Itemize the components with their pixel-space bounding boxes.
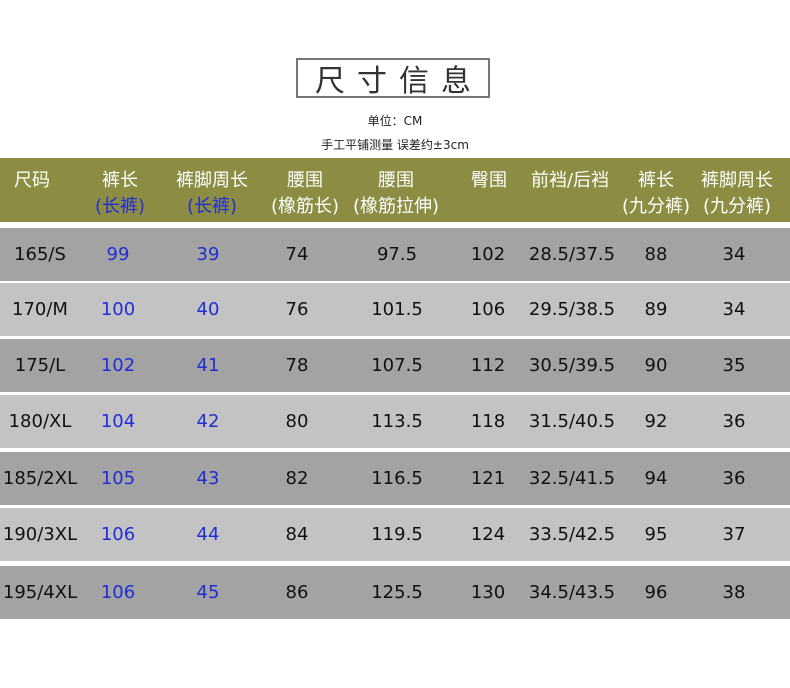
column-header: 腰围 (橡筋长) bbox=[255, 168, 355, 220]
measurement-cell: 92 bbox=[644, 411, 668, 432]
measurement-cell: 95 bbox=[644, 524, 668, 545]
table-row: 170/M 100 40 76 101.5 106 29.5/38.5 89 34 bbox=[0, 283, 790, 336]
column-header-subtitle: (长裤) bbox=[186, 196, 238, 217]
column-header-title: 裤长 bbox=[638, 170, 674, 191]
measurement-cell: 35 bbox=[722, 355, 746, 376]
column-header-title: 尺码 bbox=[14, 170, 50, 191]
measurement-cell: 94 bbox=[644, 468, 668, 489]
measurement-cell: 113.5 bbox=[371, 411, 423, 432]
measurement-cell: 45 bbox=[196, 582, 220, 603]
measurement-cell: 89 bbox=[644, 299, 668, 320]
measurement-cell: 97.5 bbox=[376, 244, 418, 265]
measurement-cell: 112 bbox=[470, 355, 506, 376]
column-header: 裤脚周长 (九分裤) bbox=[687, 168, 787, 220]
measurement-cell: 88 bbox=[644, 244, 668, 265]
measurement-cell: 36 bbox=[722, 411, 746, 432]
measurement-cell: 29.5/38.5 bbox=[528, 299, 616, 320]
measurement-cell: 42 bbox=[196, 411, 220, 432]
table-row: 175/L 102 41 78 107.5 112 30.5/39.5 90 35 bbox=[0, 339, 790, 392]
measurement-cell: 90 bbox=[644, 355, 668, 376]
measurement-cell: 28.5/37.5 bbox=[528, 244, 616, 265]
measurement-cell: 33.5/42.5 bbox=[528, 524, 616, 545]
column-header: 裤长 (长裤) bbox=[70, 168, 170, 220]
measurement-cell: 118 bbox=[470, 411, 506, 432]
column-header-title: 裤脚周长 bbox=[701, 170, 773, 191]
column-header-title: 裤长 bbox=[102, 170, 138, 191]
measurement-cell: 38 bbox=[722, 582, 746, 603]
size-cell: 190/3XL bbox=[2, 524, 78, 545]
table-row: 195/4XL 106 45 86 125.5 130 34.5/43.5 96 38 bbox=[0, 566, 790, 619]
column-header: 裤脚周长 (长裤) bbox=[162, 168, 262, 220]
measurement-cell: 78 bbox=[285, 355, 309, 376]
size-cell: 195/4XL bbox=[2, 582, 78, 603]
measurement-cell: 34 bbox=[722, 244, 746, 265]
measurement-note: 手工平铺测量 误差约±3cm bbox=[321, 138, 469, 152]
measurement-cell: 101.5 bbox=[371, 299, 423, 320]
measurement-cell: 82 bbox=[285, 468, 309, 489]
measurement-cell: 80 bbox=[285, 411, 309, 432]
column-header: 尺码 bbox=[0, 168, 82, 194]
measurement-cell: 34.5/43.5 bbox=[528, 582, 616, 603]
unit-label: 单位：CM bbox=[367, 114, 423, 128]
table-header: 尺码 裤长 (长裤) 裤脚周长 (长裤) 腰围 (橡筋长) 腰围 (橡筋拉伸) 臀围 前裆/后裆 裤长… bbox=[0, 158, 790, 222]
measurement-cell: 105 bbox=[100, 468, 136, 489]
column-header-subtitle: (九分裤) bbox=[621, 196, 691, 217]
measurement-cell: 39 bbox=[196, 244, 220, 265]
measurement-cell: 86 bbox=[285, 582, 309, 603]
measurement-cell: 125.5 bbox=[371, 582, 423, 603]
size-cell: 180/XL bbox=[8, 411, 72, 432]
measurement-cell: 106 bbox=[100, 582, 136, 603]
size-cell: 165/S bbox=[14, 244, 66, 265]
column-header-title: 腰围 bbox=[378, 170, 414, 191]
measurement-cell: 31.5/40.5 bbox=[528, 411, 616, 432]
size-cell: 185/2XL bbox=[2, 468, 78, 489]
column-header: 腰围 (橡筋拉伸) bbox=[346, 168, 446, 220]
measurement-cell: 84 bbox=[285, 524, 309, 545]
column-header-title: 腰围 bbox=[287, 170, 323, 191]
measurement-cell: 37 bbox=[722, 524, 746, 545]
page-title: 尺寸信息 bbox=[296, 58, 490, 99]
measurement-cell: 76 bbox=[285, 299, 309, 320]
size-cell: 175/L bbox=[14, 355, 66, 376]
column-header-title: 臀围 bbox=[471, 170, 507, 191]
measurement-cell: 30.5/39.5 bbox=[528, 355, 616, 376]
measurement-cell: 32.5/41.5 bbox=[528, 468, 616, 489]
measurement-cell: 102 bbox=[470, 244, 506, 265]
measurement-cell: 74 bbox=[285, 244, 309, 265]
measurement-cell: 104 bbox=[100, 411, 136, 432]
measurement-cell: 130 bbox=[470, 582, 506, 603]
column-header: 前裆/后裆 bbox=[520, 168, 620, 194]
column-header: 裤长 (九分裤) bbox=[606, 168, 706, 220]
measurement-cell: 102 bbox=[100, 355, 136, 376]
table-row: 165/S 99 39 74 97.5 102 28.5/37.5 88 34 bbox=[0, 228, 790, 281]
column-header-subtitle: (长裤) bbox=[94, 196, 146, 217]
column-header-subtitle: (橡筋长) bbox=[270, 196, 340, 217]
measurement-cell: 34 bbox=[722, 299, 746, 320]
measurement-cell: 119.5 bbox=[371, 524, 423, 545]
size-cell: 170/M bbox=[12, 299, 68, 320]
measurement-cell: 36 bbox=[722, 468, 746, 489]
measurement-cell: 116.5 bbox=[371, 468, 423, 489]
column-header-title: 裤脚周长 bbox=[176, 170, 248, 191]
measurement-cell: 107.5 bbox=[371, 355, 423, 376]
measurement-cell: 100 bbox=[100, 299, 136, 320]
measurement-cell: 124 bbox=[470, 524, 506, 545]
column-header-title: 前裆/后裆 bbox=[530, 170, 610, 191]
measurement-cell: 99 bbox=[106, 244, 130, 265]
table-row: 180/XL 104 42 80 113.5 118 31.5/40.5 92 36 bbox=[0, 395, 790, 448]
measurement-cell: 40 bbox=[196, 299, 220, 320]
measurement-cell: 106 bbox=[100, 524, 136, 545]
column-header-subtitle: (橡筋拉伸) bbox=[352, 196, 440, 217]
table-row: 185/2XL 105 43 82 116.5 121 32.5/41.5 94 36 bbox=[0, 452, 790, 505]
measurement-cell: 121 bbox=[470, 468, 506, 489]
measurement-cell: 44 bbox=[196, 524, 220, 545]
measurement-cell: 43 bbox=[196, 468, 220, 489]
table-row: 190/3XL 106 44 84 119.5 124 33.5/42.5 95 37 bbox=[0, 508, 790, 561]
measurement-cell: 106 bbox=[470, 299, 506, 320]
column-header: 臀围 bbox=[439, 168, 539, 194]
column-header-subtitle: (九分裤) bbox=[702, 196, 772, 217]
measurement-cell: 41 bbox=[196, 355, 220, 376]
measurement-cell: 96 bbox=[644, 582, 668, 603]
